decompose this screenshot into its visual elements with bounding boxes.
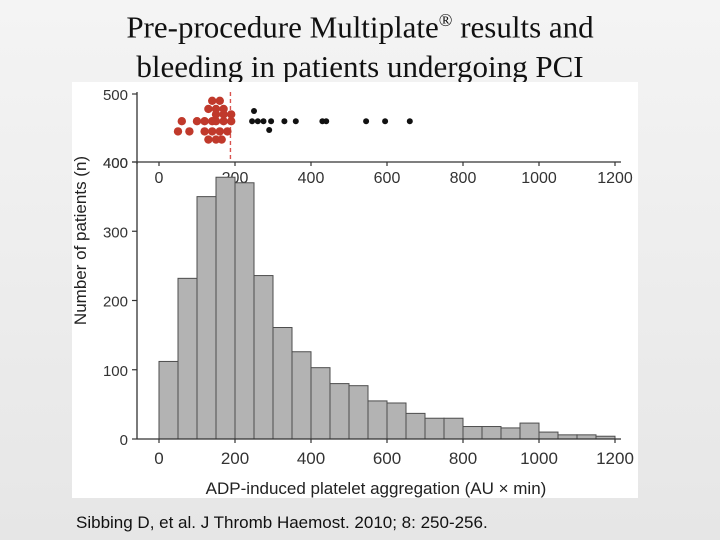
- histogram-bar: [310, 367, 331, 440]
- histogram-bar: [386, 402, 407, 440]
- histogram-bar: [462, 426, 483, 440]
- bleeding-point-red: [219, 117, 228, 126]
- bleeding-point-red: [223, 127, 232, 136]
- slide-title: Pre-procedure Multiplate® results and bl…: [0, 0, 720, 87]
- bleeding-point-black: [251, 108, 257, 114]
- bleeding-point-black: [382, 118, 389, 125]
- bleeding-point-black: [363, 118, 370, 125]
- histogram-bar: [424, 417, 445, 440]
- scatter-x-tick-label: 800: [450, 170, 477, 187]
- scatter-x-tick-label: 600: [374, 170, 401, 187]
- histogram: 0 100 200 300 400 0 200 400 600 800 1000 1200 ADP-in…: [72, 155, 634, 498]
- bleeding-point-black: [292, 118, 299, 125]
- histogram-x-tick-label: 600: [373, 449, 401, 468]
- bleeding-point-black: [260, 118, 267, 125]
- x-axis-label: ADP-induced platelet aggregation (AU × m…: [206, 479, 547, 498]
- scatter-x-tick-label: 400: [298, 170, 325, 187]
- bleeding-point-red: [211, 117, 221, 126]
- histogram-bar: [329, 383, 350, 440]
- histogram-x-tick-label: 800: [449, 449, 477, 468]
- histogram-y-tick-label: 200: [103, 294, 128, 311]
- bleeding-point-red: [192, 117, 202, 126]
- histogram-bar: [177, 277, 198, 440]
- histogram-y-tick-label: 400: [103, 155, 128, 172]
- bleeding-point-red: [227, 110, 236, 119]
- histogram-bar: [519, 422, 540, 440]
- bleeding-point-black: [406, 118, 413, 125]
- bleeding-point-red: [204, 135, 213, 144]
- bleeding-point-black: [281, 118, 288, 125]
- histogram-bar: [234, 182, 255, 440]
- bleeding-point-red: [204, 104, 213, 114]
- histogram-x-tick-label: 1200: [596, 449, 634, 468]
- histogram-bar: [272, 327, 293, 440]
- bleeding-point-red: [227, 117, 236, 126]
- histogram-y-tick-label: 0: [120, 432, 128, 449]
- scatter-x-tick-label: 0: [155, 170, 164, 187]
- title-line-1-text: Pre-procedure Multiplate: [126, 9, 439, 45]
- histogram-bar: [158, 360, 179, 440]
- title-line-1-tail: results and: [452, 9, 594, 45]
- histogram-y-tick-label: 100: [103, 363, 128, 380]
- figure-panel: 400 500 0 200 400 600 800 1000 1200 0 100 200 300 40…: [72, 82, 638, 498]
- y-axis-label: Number of patients (n): [72, 156, 90, 325]
- citation: Sibbing D, et al. J Thromb Haemost. 2010…: [76, 513, 488, 532]
- bleeding-point-black: [249, 118, 256, 125]
- bleeding-point-black: [323, 118, 330, 125]
- bleeding-point-red: [208, 96, 217, 105]
- bleeding-point-black: [268, 118, 275, 125]
- histogram-bar: [443, 417, 464, 440]
- bleeding-point-red: [211, 110, 221, 119]
- bleeding-point-red: [173, 127, 183, 136]
- histogram-x-tick-label: 200: [221, 449, 249, 468]
- histogram-bar: [481, 426, 502, 440]
- histogram-x-tick-label: 0: [154, 449, 163, 468]
- bleeding-point-red: [200, 127, 209, 136]
- histogram-bar: [367, 400, 388, 440]
- scatter-y-tick-label: 400: [103, 155, 128, 172]
- scatter-plot: 400500020040060080010001200: [103, 87, 633, 187]
- bleeding-point-black: [266, 127, 273, 134]
- scatter-y-tick-label: 500: [103, 87, 128, 104]
- bleeding-point-red: [185, 127, 194, 136]
- bleeding-point-red: [177, 117, 186, 126]
- histogram-bar: [348, 385, 369, 440]
- histogram-x-tick-label: 1000: [520, 449, 558, 468]
- registered-mark: ®: [438, 10, 453, 30]
- bleeding-point-red: [217, 135, 226, 144]
- histogram-bar: [500, 427, 521, 440]
- scatter-x-tick-label: 1000: [521, 170, 557, 187]
- bleeding-point-red: [215, 127, 224, 136]
- figure-svg: 400 500 0 200 400 600 800 1000 1200 0 100 200 300 40…: [72, 87, 634, 498]
- histogram-bar: [196, 196, 217, 440]
- bleeding-point-red: [200, 117, 209, 126]
- scatter-x-tick-label: 1200: [597, 170, 633, 187]
- histogram-x-tick-label: 400: [297, 449, 325, 468]
- title-line-2: bleeding in patients undergoing PCI: [136, 49, 584, 85]
- bleeding-point-red: [215, 96, 224, 105]
- bleeding-point-red: [208, 127, 217, 136]
- histogram-bar: [405, 412, 426, 440]
- histogram-bar: [538, 431, 559, 440]
- histogram-bar: [215, 176, 236, 440]
- bleeding-point-black: [254, 118, 261, 125]
- bleeding-point-red: [219, 110, 228, 119]
- histogram-bar: [291, 351, 312, 440]
- title-line-1: Pre-procedure Multiplate® results and: [0, 0, 720, 47]
- histogram-y-tick-label: 300: [103, 224, 128, 241]
- histogram-bar: [253, 275, 274, 440]
